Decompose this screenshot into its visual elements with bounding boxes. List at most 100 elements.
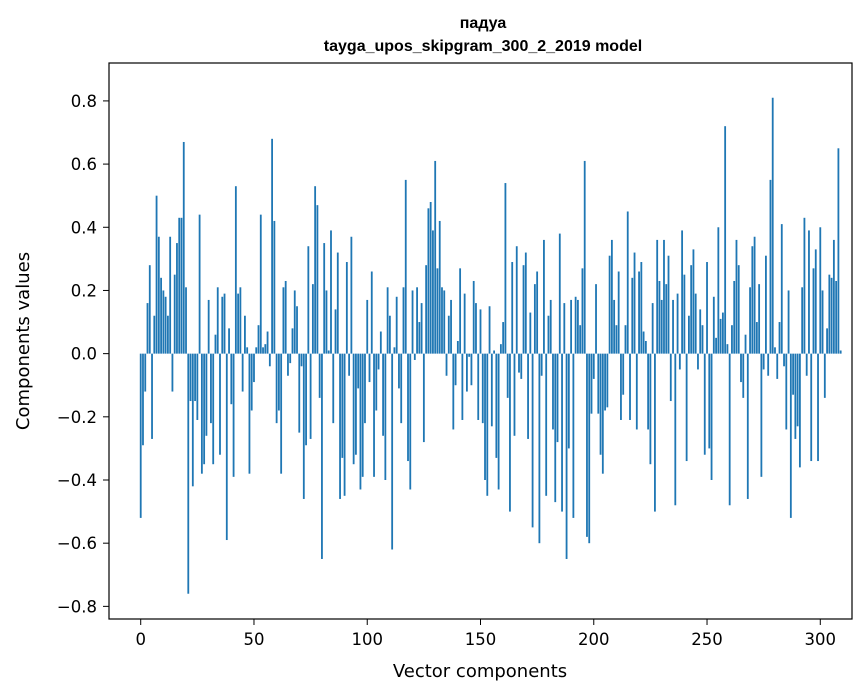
bar bbox=[180, 217, 183, 354]
bar bbox=[327, 350, 330, 354]
bar bbox=[219, 353, 221, 455]
bar bbox=[631, 277, 634, 354]
y-tick-label: 0.0 bbox=[71, 345, 97, 364]
bar bbox=[810, 353, 813, 462]
bar bbox=[708, 353, 711, 449]
bar bbox=[760, 353, 763, 477]
bar bbox=[164, 296, 167, 354]
y-axis-ticks: −0.8 −0.6 −0.4 −0.2 0.0 0.2 0.4 0.6 0.8 bbox=[57, 92, 109, 616]
bar bbox=[160, 277, 162, 354]
bar bbox=[481, 353, 484, 424]
bar bbox=[812, 268, 815, 354]
bar bbox=[577, 299, 579, 354]
bar bbox=[647, 353, 650, 430]
y-tick-label: 0.8 bbox=[71, 92, 97, 111]
bar bbox=[783, 353, 785, 367]
bar bbox=[563, 303, 566, 354]
x-tick-label: 300 bbox=[805, 630, 837, 649]
bar bbox=[599, 353, 602, 455]
bar bbox=[418, 322, 421, 354]
bar bbox=[441, 287, 443, 354]
bar bbox=[556, 353, 559, 443]
bar bbox=[699, 309, 702, 354]
bar bbox=[640, 262, 643, 354]
bar bbox=[504, 183, 507, 354]
bar bbox=[298, 353, 301, 433]
bar bbox=[200, 353, 203, 474]
bar bbox=[660, 299, 663, 354]
bar bbox=[837, 148, 840, 354]
bar bbox=[540, 353, 543, 376]
bar bbox=[706, 262, 708, 354]
bar bbox=[543, 239, 545, 354]
bar bbox=[330, 230, 332, 354]
bar bbox=[506, 353, 509, 398]
bar bbox=[588, 353, 591, 544]
chart-subtitle: tayga_upos_skipgram_300_2_2019 model bbox=[324, 38, 642, 55]
bar bbox=[839, 350, 842, 354]
bar bbox=[527, 353, 529, 439]
y-tick-label: 0.6 bbox=[71, 155, 97, 174]
bar bbox=[155, 195, 158, 354]
bar bbox=[316, 205, 319, 354]
bar bbox=[656, 239, 659, 354]
bar bbox=[477, 353, 480, 420]
bar bbox=[198, 214, 201, 354]
bar bbox=[244, 315, 246, 354]
bar bbox=[592, 353, 595, 379]
bar bbox=[420, 303, 423, 354]
bar bbox=[835, 280, 838, 354]
bar bbox=[561, 353, 563, 512]
bar bbox=[456, 341, 459, 354]
bar bbox=[635, 353, 638, 430]
bar bbox=[683, 274, 686, 354]
bar bbox=[610, 239, 613, 354]
bar bbox=[438, 220, 441, 354]
bar bbox=[262, 347, 264, 354]
bar bbox=[719, 318, 722, 354]
bar bbox=[237, 293, 240, 354]
bar bbox=[205, 353, 208, 436]
bar bbox=[479, 309, 482, 354]
bar bbox=[307, 246, 310, 354]
bar bbox=[721, 312, 724, 354]
bar bbox=[364, 353, 366, 424]
bar bbox=[248, 353, 251, 474]
x-tick-label: 200 bbox=[578, 630, 610, 649]
bar bbox=[388, 315, 391, 354]
bar bbox=[375, 353, 378, 411]
bar bbox=[311, 284, 314, 354]
bar bbox=[515, 246, 518, 354]
bar bbox=[203, 353, 206, 465]
x-tick-label: 50 bbox=[243, 630, 264, 649]
bar bbox=[574, 296, 577, 354]
bar bbox=[484, 353, 486, 480]
bar bbox=[142, 353, 144, 446]
bar bbox=[486, 353, 489, 496]
bar bbox=[153, 315, 156, 354]
bar bbox=[522, 265, 525, 354]
bar bbox=[710, 353, 713, 480]
bar bbox=[524, 252, 527, 354]
bar bbox=[615, 325, 618, 354]
bar bbox=[819, 227, 822, 354]
bar bbox=[162, 290, 165, 354]
bar bbox=[701, 325, 704, 354]
bar bbox=[139, 353, 142, 518]
bar bbox=[694, 293, 697, 354]
bar bbox=[663, 239, 665, 354]
bar bbox=[182, 141, 185, 354]
bar bbox=[357, 353, 360, 389]
bar bbox=[493, 350, 495, 354]
bar bbox=[402, 287, 405, 354]
bar bbox=[715, 337, 717, 354]
bar bbox=[717, 227, 720, 354]
bar bbox=[230, 353, 233, 405]
bar bbox=[801, 287, 804, 354]
bar bbox=[366, 299, 369, 354]
bar bbox=[590, 353, 593, 414]
bar bbox=[409, 353, 412, 490]
bar bbox=[586, 353, 588, 537]
bar bbox=[257, 325, 260, 354]
bar bbox=[502, 322, 505, 354]
